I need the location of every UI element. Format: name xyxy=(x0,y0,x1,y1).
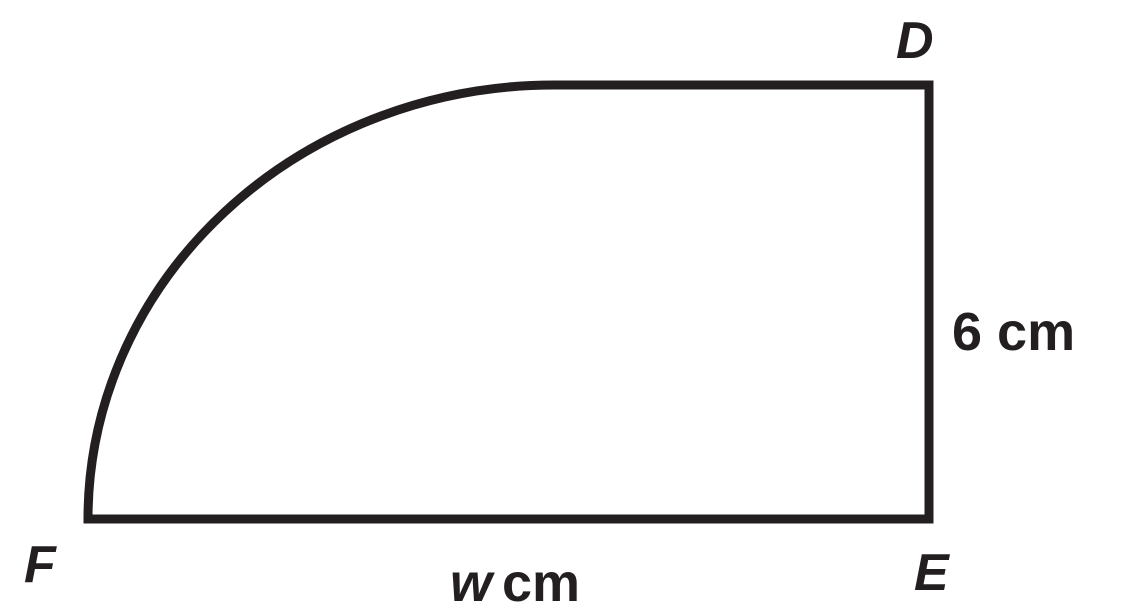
side-fe-length-label: w cm xyxy=(450,553,580,609)
vertex-label-d: D xyxy=(896,12,934,70)
side-fe-unit: cm xyxy=(502,553,580,609)
side-de-length-label: 6 cm xyxy=(952,302,1075,362)
side-fe-variable: w xyxy=(450,553,495,609)
vertex-label-f: F xyxy=(24,536,57,594)
shape-outline xyxy=(83,80,934,524)
vertex-label-e: E xyxy=(914,544,950,602)
